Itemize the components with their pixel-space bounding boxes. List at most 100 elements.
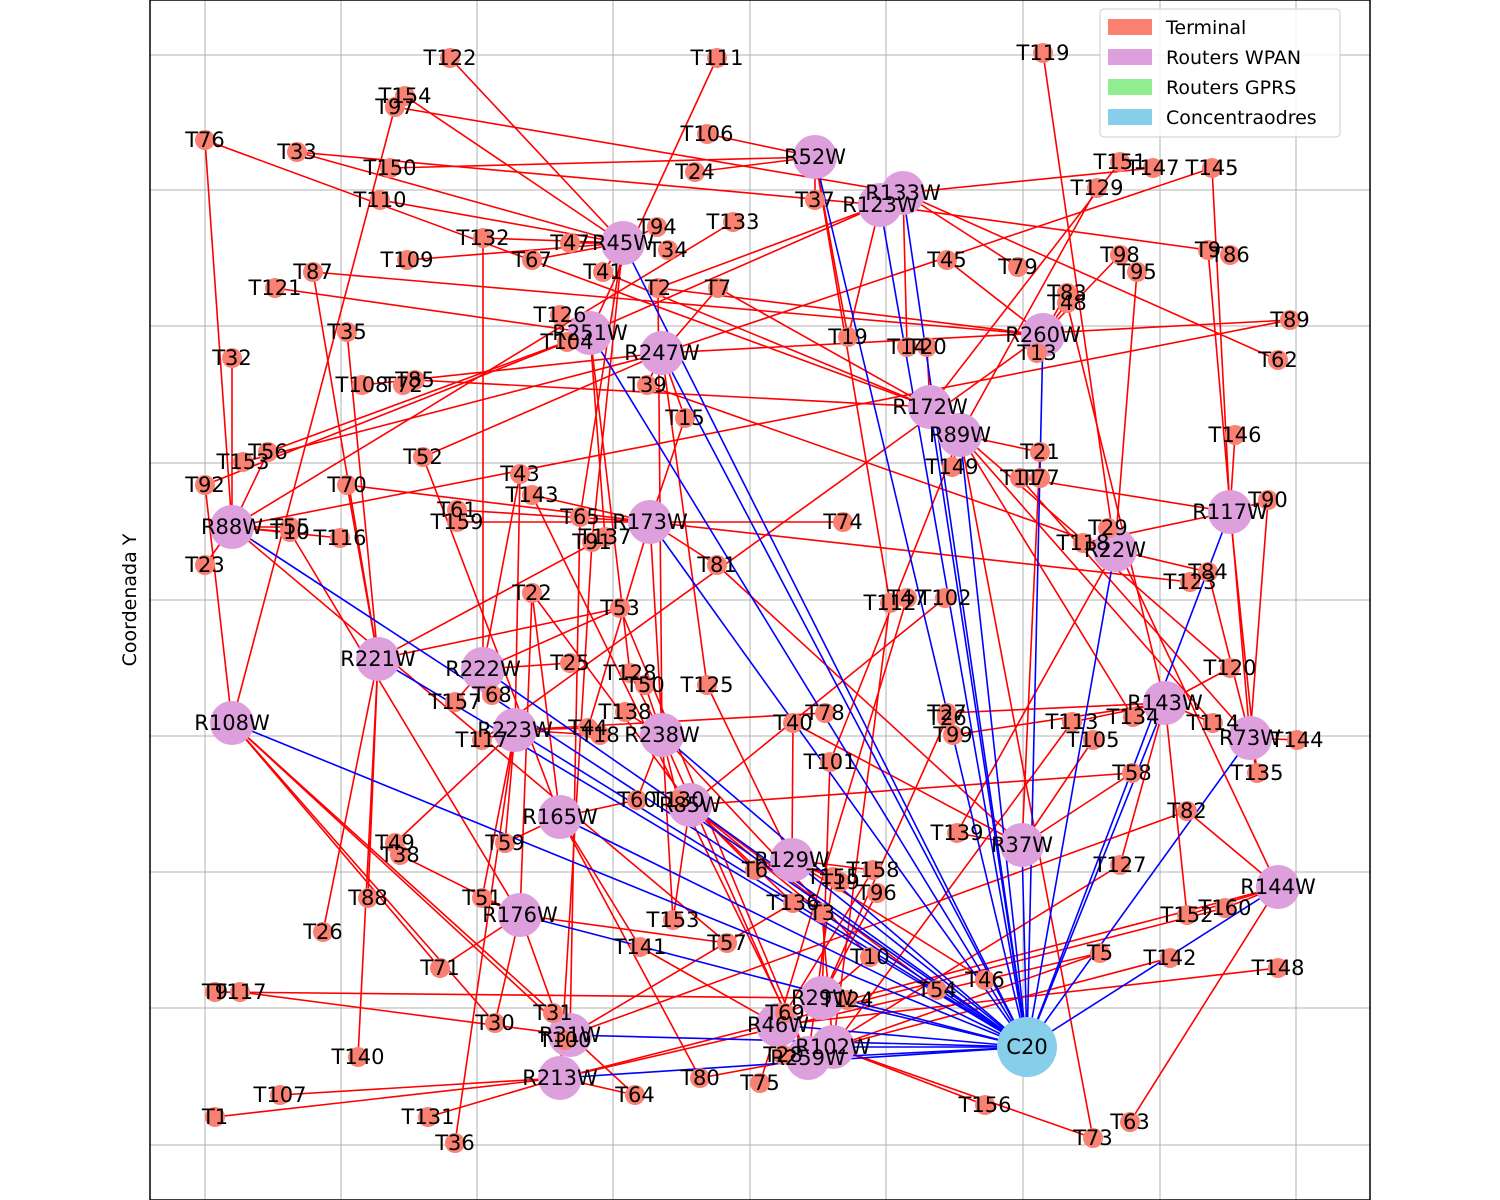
node-R45W bbox=[601, 221, 645, 265]
link-R37W-T81 bbox=[716, 564, 1023, 846]
node-T99 bbox=[943, 725, 963, 745]
node-label-T97: T97 bbox=[374, 95, 415, 119]
node-T77 bbox=[1030, 468, 1050, 488]
legend-swatch-3 bbox=[1108, 109, 1152, 125]
node-label-R176W: R176W bbox=[482, 903, 558, 927]
link-R29W-T9b bbox=[214, 991, 823, 999]
node-T158 bbox=[863, 860, 883, 880]
node-T98 bbox=[1110, 245, 1130, 265]
node-R52W bbox=[793, 135, 837, 179]
node-label-R165W: R165W bbox=[522, 805, 598, 829]
node-label-T98: T98 bbox=[1099, 243, 1140, 267]
node-label-T141: T141 bbox=[613, 935, 667, 959]
link-C20-R46W bbox=[777, 1024, 1028, 1048]
node-label-T60: T60 bbox=[616, 788, 657, 812]
node-T92 bbox=[195, 475, 215, 495]
node-T110 bbox=[370, 190, 390, 210]
node-label-T82: T82 bbox=[1166, 799, 1207, 823]
node-label-T27: T27 bbox=[926, 701, 967, 725]
node-label-T129: T129 bbox=[1070, 176, 1124, 200]
node-label-T148: T148 bbox=[1251, 956, 1305, 980]
node-T26 bbox=[937, 708, 957, 728]
link-R85W-T102 bbox=[689, 597, 946, 806]
node-T128 bbox=[620, 663, 640, 683]
node-label-T84: T84 bbox=[1187, 560, 1228, 584]
node-label-T125: T125 bbox=[680, 673, 734, 697]
node-T19b bbox=[830, 872, 850, 892]
node-label-C20: C20 bbox=[1006, 1035, 1047, 1059]
link-R45W-T110 bbox=[379, 199, 624, 244]
node-label-T68: T68 bbox=[471, 683, 512, 707]
node-T22 bbox=[522, 583, 542, 603]
node-label-T153b: T153 bbox=[646, 908, 700, 932]
node-T125 bbox=[697, 675, 717, 695]
link-R251W-T137 bbox=[589, 332, 606, 538]
node-R37W bbox=[1000, 823, 1044, 867]
node-label-T147: T147 bbox=[1126, 156, 1180, 180]
node-T19 bbox=[838, 327, 858, 347]
node-T63 bbox=[1120, 1112, 1140, 1132]
node-T88 bbox=[358, 888, 378, 908]
node-label-T156: T156 bbox=[958, 1093, 1012, 1117]
link-R222W-T43 bbox=[482, 473, 521, 670]
node-label-T10: T10 bbox=[269, 520, 310, 544]
node-R251W bbox=[568, 311, 612, 355]
node-R221W bbox=[356, 637, 400, 681]
nodes bbox=[195, 43, 1307, 1153]
node-T79 bbox=[1008, 257, 1028, 277]
node-T34 bbox=[658, 240, 678, 260]
link-C20-R251W bbox=[589, 332, 1028, 1048]
node-T150 bbox=[380, 158, 400, 178]
node-T145 bbox=[1202, 158, 1222, 178]
node-label-T142: T142 bbox=[1143, 946, 1197, 970]
node-label-R31W: R31W bbox=[539, 1023, 601, 1047]
node-label-T67: T67 bbox=[511, 248, 552, 272]
node-T9b bbox=[205, 982, 225, 1002]
link-R129W-T40 bbox=[791, 722, 794, 861]
node-label-T88: T88 bbox=[347, 886, 388, 910]
node-T37 bbox=[805, 190, 825, 210]
node-T104 bbox=[557, 332, 577, 352]
node-label-T21: T21 bbox=[1019, 440, 1060, 464]
node-label-R52W: R52W bbox=[784, 145, 846, 169]
node-label-T28: T28 bbox=[762, 1043, 803, 1067]
link-R45W-T132 bbox=[482, 237, 624, 244]
link-R176W-T10 bbox=[289, 531, 521, 916]
node-label-R238W: R238W bbox=[624, 723, 700, 747]
node-label-T104: T104 bbox=[540, 330, 594, 354]
node-label-T124: T124 bbox=[820, 988, 874, 1012]
link-C20-R143W bbox=[1026, 702, 1166, 1048]
node-T196 bbox=[867, 883, 887, 903]
node-T97 bbox=[385, 97, 405, 117]
node-T133 bbox=[723, 212, 743, 232]
node-T119 bbox=[1033, 43, 1053, 63]
link-R85W-T22 bbox=[531, 592, 691, 806]
node-label-T94: T94 bbox=[636, 215, 677, 239]
link-C20-R37W bbox=[1021, 844, 1028, 1048]
node-R172W bbox=[908, 385, 952, 429]
link-R133W-T79 bbox=[902, 192, 1019, 268]
node-label-T119: T119 bbox=[1016, 41, 1070, 65]
node-label-T14: T14 bbox=[886, 335, 927, 359]
node-label-T102: T102 bbox=[918, 586, 972, 610]
node-T60 bbox=[627, 790, 647, 810]
node-R143W bbox=[1143, 681, 1187, 725]
node-label-T19b: T19 bbox=[819, 870, 860, 894]
node-T48 bbox=[1057, 293, 1077, 313]
node-T146 bbox=[1225, 425, 1245, 445]
node-label-T106: T106 bbox=[680, 122, 734, 146]
node-label-T30: T30 bbox=[474, 1011, 515, 1035]
node-T47b bbox=[897, 588, 917, 608]
node-label-T114: T114 bbox=[1186, 711, 1240, 735]
node-T107 bbox=[270, 1085, 290, 1105]
link-C20-R85W bbox=[689, 804, 1028, 1048]
node-C20 bbox=[997, 1017, 1057, 1077]
node-T116 bbox=[330, 528, 350, 548]
node-R88W bbox=[210, 505, 254, 549]
node-label-R143W: R143W bbox=[1127, 691, 1203, 715]
node-label-T45: T45 bbox=[926, 248, 967, 272]
node-label-T122: T122 bbox=[423, 46, 477, 70]
node-label-T36: T36 bbox=[434, 1131, 475, 1155]
node-label-T155: T155 bbox=[806, 865, 860, 889]
node-T24 bbox=[685, 162, 705, 182]
